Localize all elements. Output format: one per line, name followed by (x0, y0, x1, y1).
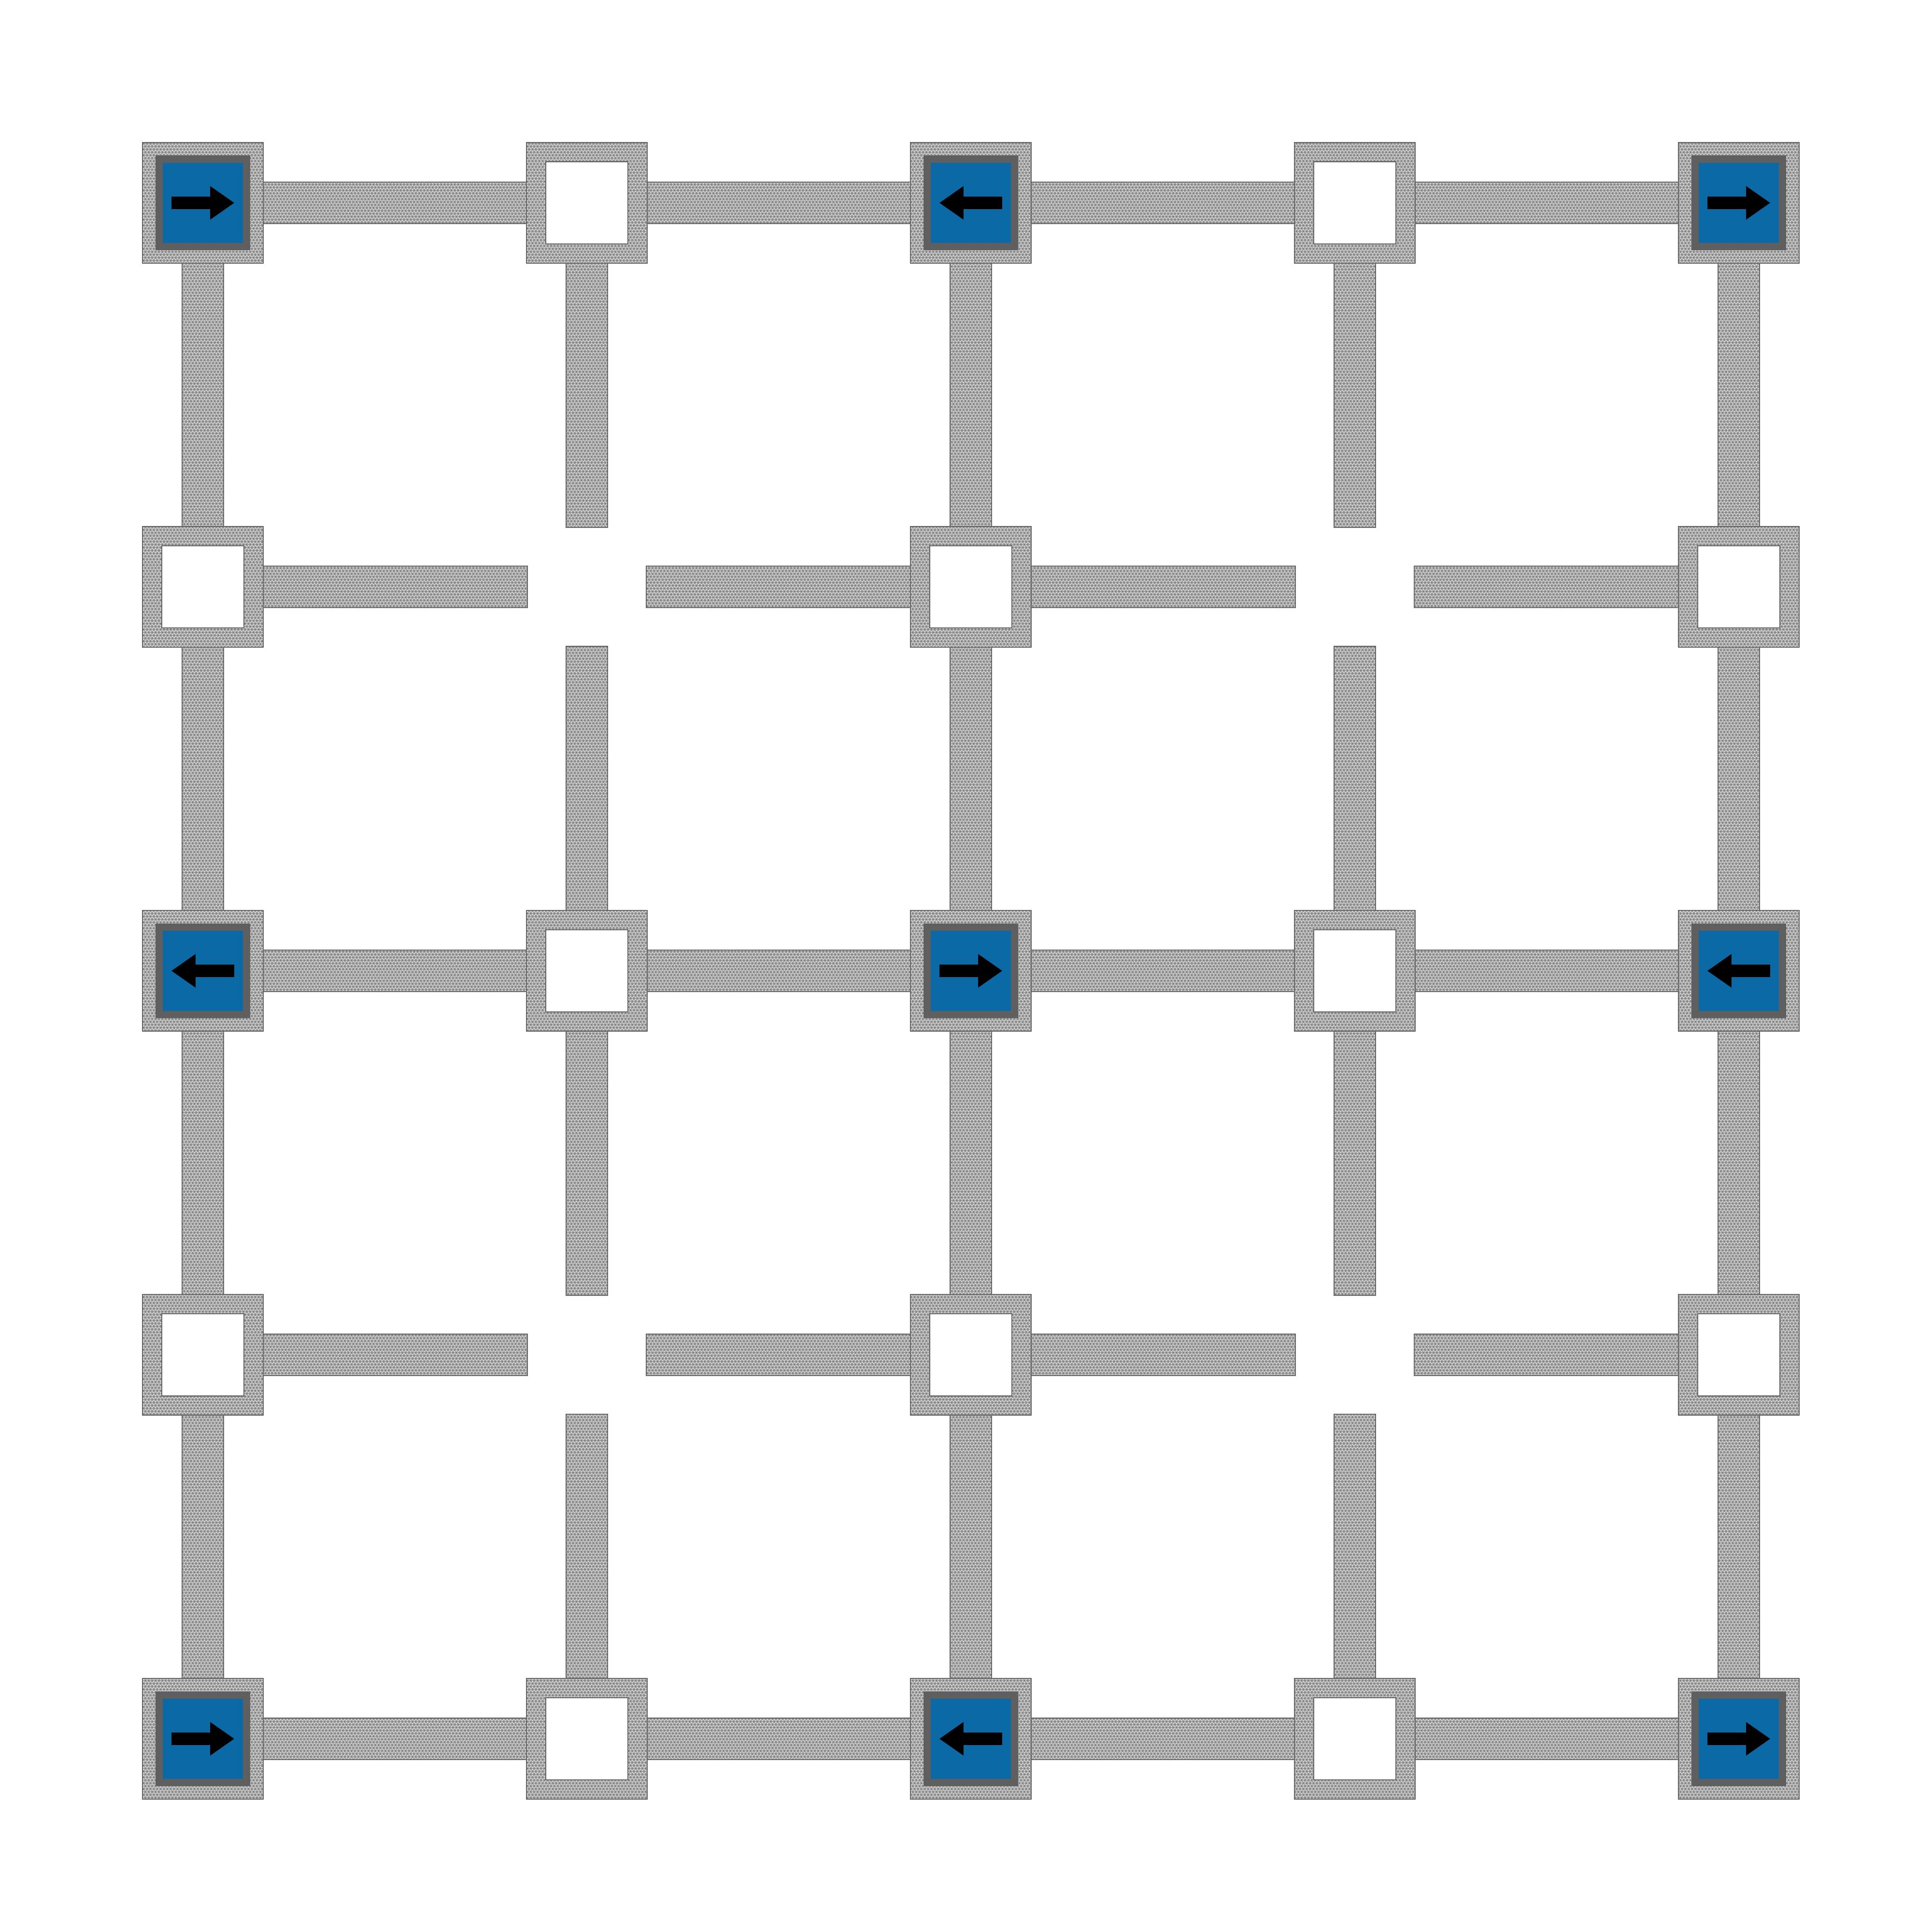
horizontal-beam (646, 566, 912, 608)
arrow-left-icon (1707, 954, 1770, 988)
horizontal-beam (1030, 950, 1296, 992)
actuated-node (142, 1678, 264, 1800)
horizontal-beam (262, 1718, 528, 1760)
passive-node (526, 142, 648, 264)
vertical-beam (950, 646, 992, 912)
passive-node (1678, 1294, 1800, 1416)
horizontal-beam (1414, 566, 1680, 608)
vertical-beam (950, 262, 992, 528)
horizontal-beam (646, 1334, 912, 1376)
arrow-right-icon (939, 954, 1002, 988)
arrow-right-icon (171, 1722, 234, 1756)
horizontal-beam (262, 1334, 528, 1376)
arrow-left-icon (171, 954, 234, 988)
horizontal-beam (646, 950, 912, 992)
vertical-beam (1718, 1030, 1760, 1296)
vertical-beam (182, 1030, 224, 1296)
horizontal-beam (1030, 1718, 1296, 1760)
passive-node (1678, 526, 1800, 648)
passive-node (526, 1678, 648, 1800)
passive-node (526, 910, 648, 1032)
vertical-beam (950, 1414, 992, 1680)
horizontal-beam (1414, 1718, 1680, 1760)
arrow-left-icon (939, 186, 1002, 220)
actuated-node (1678, 142, 1800, 264)
passive-node (910, 1294, 1032, 1416)
vertical-beam (566, 1030, 608, 1296)
horizontal-beam (1414, 1334, 1680, 1376)
vertical-beam (1334, 1414, 1376, 1680)
vertical-beam (182, 1414, 224, 1680)
horizontal-beam (1030, 182, 1296, 224)
vertical-beam (1718, 262, 1760, 528)
actuated-node (1678, 1678, 1800, 1800)
vertical-beam (566, 646, 608, 912)
horizontal-beam (262, 950, 528, 992)
actuated-node (910, 142, 1032, 264)
passive-node (142, 526, 264, 648)
actuated-node (142, 142, 264, 264)
arrow-right-icon (1707, 186, 1770, 220)
vertical-beam (566, 262, 608, 528)
horizontal-beam (646, 182, 912, 224)
horizontal-beam (1414, 950, 1680, 992)
vertical-beam (1718, 1414, 1760, 1680)
actuators (142, 142, 1800, 1800)
horizontal-beam (646, 1718, 912, 1760)
passive-node (1294, 910, 1416, 1032)
horizontal-beam (262, 182, 528, 224)
vertical-beam (566, 1414, 608, 1680)
horizontal-beam (1030, 1334, 1296, 1376)
vertical-beam (1718, 646, 1760, 912)
horizontal-beam (1414, 182, 1680, 224)
vertical-beam (1334, 1030, 1376, 1296)
vertical-beam (182, 262, 224, 528)
vertical-beam (1334, 262, 1376, 528)
vertical-beam (1334, 646, 1376, 912)
arrow-left-icon (939, 1722, 1002, 1756)
passive-node (1294, 1678, 1416, 1800)
arrow-right-icon (171, 186, 234, 220)
passive-node (142, 1294, 264, 1416)
vertical-beam (182, 646, 224, 912)
horizontal-beam (262, 566, 528, 608)
actuated-node (1678, 910, 1800, 1032)
lattice-nodes (142, 142, 1800, 1800)
actuated-node (910, 1678, 1032, 1800)
passive-node (910, 526, 1032, 648)
actuated-node (910, 910, 1032, 1032)
vertical-beam (950, 1030, 992, 1296)
beam-connectors (182, 182, 1760, 1760)
arrow-right-icon (1707, 1722, 1770, 1756)
actuated-node (142, 910, 264, 1032)
horizontal-beam (1030, 566, 1296, 608)
passive-node (1294, 142, 1416, 264)
